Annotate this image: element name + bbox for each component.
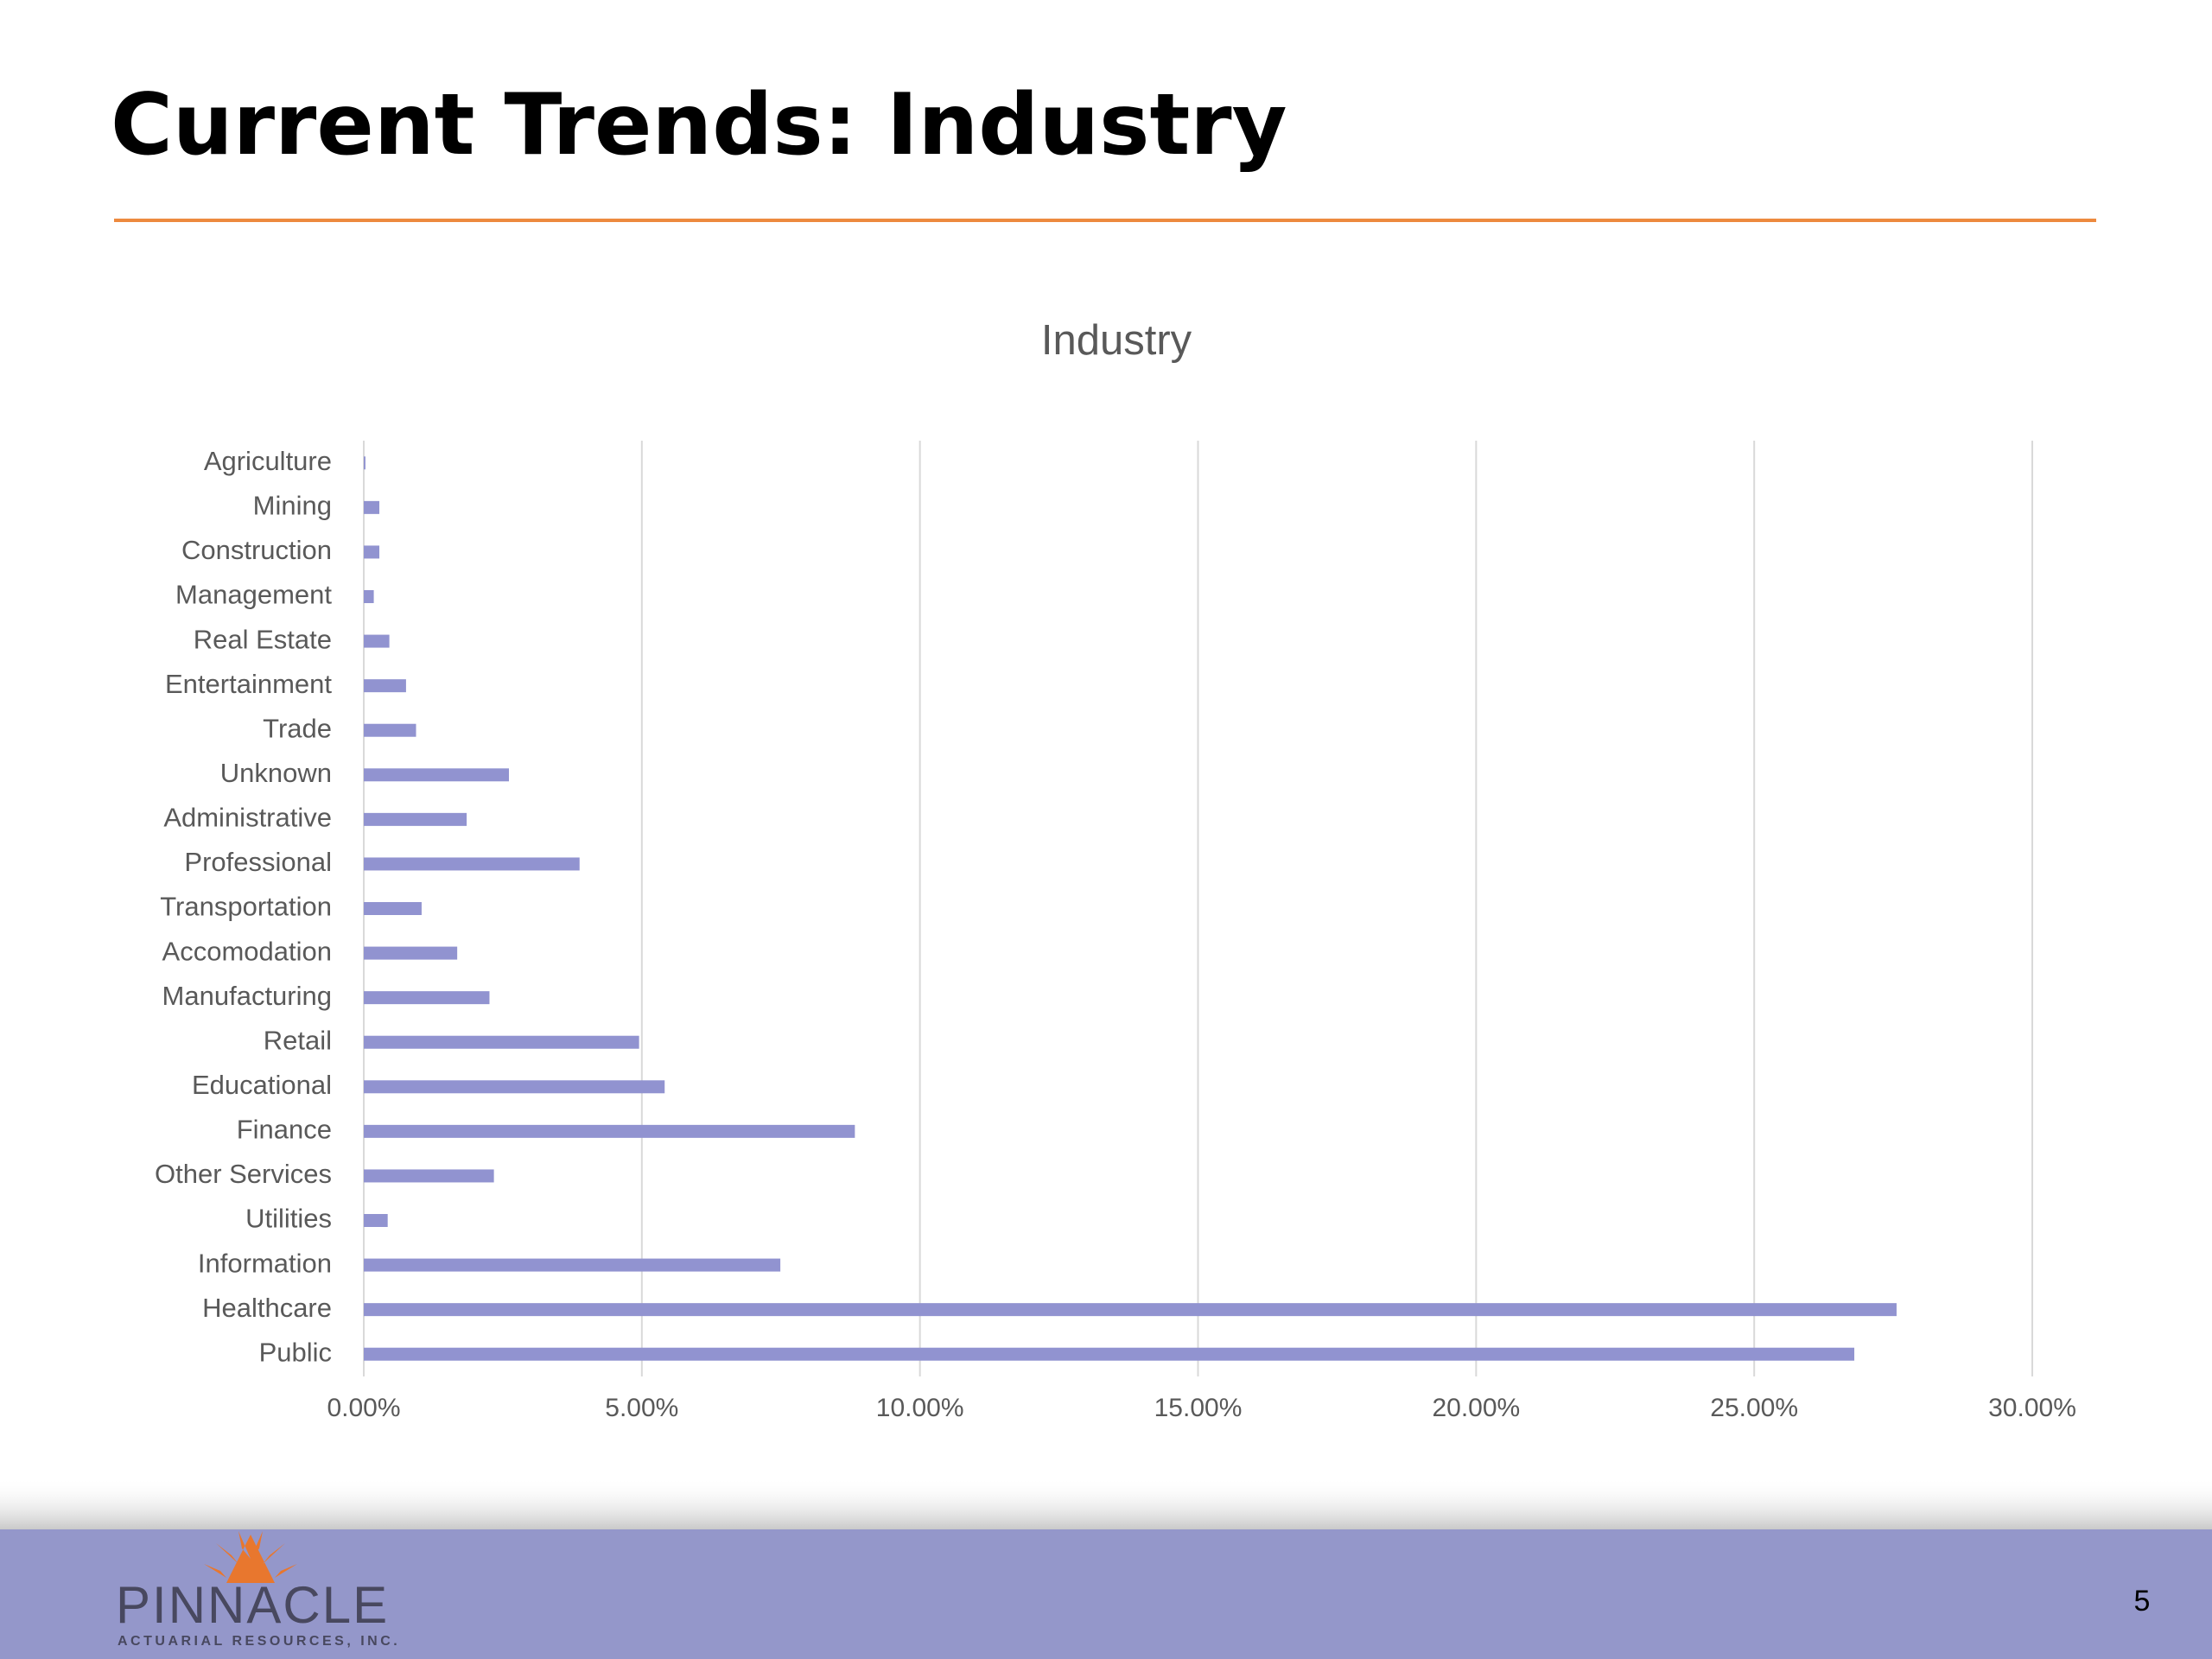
- logo-tagline: ACTUARIAL RESOURCES, INC.: [118, 1634, 400, 1649]
- y-tick-label: Accomodation: [162, 936, 332, 966]
- y-tick-label: Construction: [181, 535, 332, 565]
- bar: [364, 857, 580, 871]
- bar: [364, 1080, 665, 1094]
- bar: [364, 902, 422, 915]
- y-tick-label: Utilities: [245, 1204, 332, 1234]
- chart-title: Industry: [1041, 317, 1192, 364]
- bar: [364, 768, 509, 782]
- y-tick-label: Entertainment: [165, 669, 332, 699]
- x-tick-label: 25.00%: [1710, 1394, 1798, 1422]
- bar: [364, 1169, 494, 1183]
- bar: [364, 991, 490, 1005]
- x-tick-label: 0.00%: [327, 1394, 400, 1422]
- bar: [364, 1214, 388, 1227]
- footer: [0, 1529, 2212, 1659]
- bar: [364, 946, 458, 960]
- bar: [364, 723, 416, 737]
- page-number: 5: [2134, 1585, 2151, 1618]
- x-tick-label: 15.00%: [1154, 1394, 1243, 1422]
- y-tick-label: Administrative: [163, 803, 332, 833]
- y-tick-label: Transportation: [160, 892, 332, 922]
- footer-shadow: [0, 1478, 2212, 1529]
- bar: [364, 590, 374, 603]
- y-tick-label: Public: [259, 1337, 332, 1367]
- y-tick-label: Trade: [263, 713, 332, 743]
- y-tick-label: Information: [198, 1248, 332, 1278]
- bar: [364, 812, 467, 826]
- bar: [364, 456, 365, 470]
- y-tick-label: Retail: [264, 1025, 332, 1055]
- y-tick-label: Educational: [192, 1070, 332, 1100]
- x-tick-label: 20.00%: [1432, 1394, 1520, 1422]
- bar: [364, 545, 380, 559]
- plot: 0.00% 5.00% 10.00% 15.00% 20.00% 25.00% 30.00%…: [155, 441, 2076, 1422]
- x-tick-label: 10.00%: [876, 1394, 964, 1422]
- bar: [364, 1124, 855, 1138]
- bar: [364, 679, 406, 693]
- bar: [364, 1258, 781, 1272]
- y-tick-label: Manufacturing: [162, 981, 332, 1011]
- logo-name: PINNACLE: [116, 1576, 389, 1634]
- bar: [364, 1303, 1897, 1317]
- y-tick-label: Other Services: [155, 1159, 332, 1189]
- y-tick-label: Professional: [184, 847, 332, 877]
- x-tick-label: 5.00%: [605, 1394, 678, 1422]
- y-tick-label: Unknown: [220, 758, 332, 788]
- y-tick-label: Real Estate: [194, 624, 332, 654]
- y-tick-label: Mining: [253, 491, 332, 521]
- x-tick-label: 30.00%: [1988, 1394, 2076, 1422]
- y-tick-label: Finance: [237, 1115, 332, 1145]
- bar: [364, 500, 380, 514]
- y-tick-label: Management: [175, 580, 332, 610]
- y-tick-label: Agriculture: [204, 446, 332, 476]
- y-tick-label: Healthcare: [202, 1293, 332, 1323]
- logo-sun: [204, 1531, 297, 1583]
- bar: [364, 634, 390, 648]
- slide-title: Current Trends: Industry: [111, 76, 1287, 175]
- bar: [364, 1035, 639, 1049]
- bar: [364, 1347, 1855, 1361]
